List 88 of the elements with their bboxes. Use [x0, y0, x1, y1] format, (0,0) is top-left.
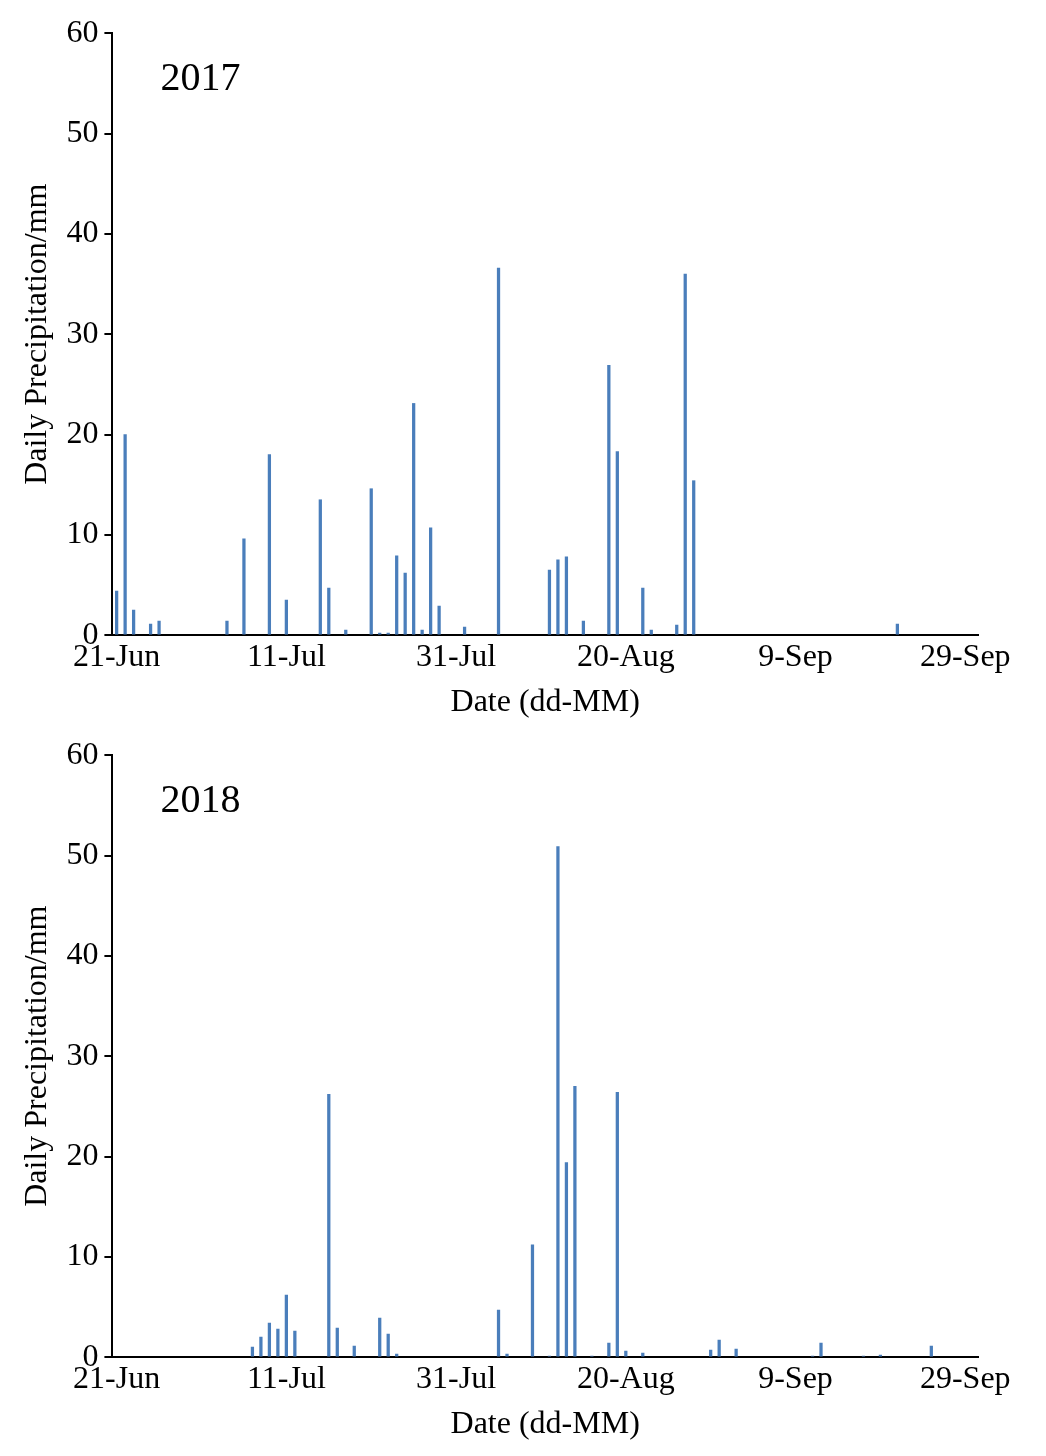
x-tick-label: 29-Sep [919, 1358, 1011, 1395]
bar [734, 1348, 738, 1357]
bar [131, 609, 136, 635]
bar [259, 1336, 263, 1357]
bar [148, 623, 153, 635]
x-tick-label: 20-Aug [576, 636, 675, 673]
y-tick-label: 60 [66, 12, 99, 49]
bar [395, 555, 399, 635]
y-tick-label: 50 [66, 112, 99, 149]
bar [581, 620, 586, 635]
bar [709, 1349, 713, 1357]
bar [895, 623, 900, 635]
bar [607, 1342, 611, 1357]
bar [564, 1162, 569, 1357]
y-axis-title: Daily Precipitation/mm [16, 905, 53, 1207]
bar [675, 624, 679, 635]
bar [929, 1345, 933, 1357]
x-tick-label: 9-Sep [758, 636, 833, 673]
bar [496, 1309, 501, 1357]
bar [641, 1352, 645, 1357]
bar [649, 629, 653, 635]
bar [327, 1094, 331, 1357]
bar [505, 1353, 509, 1357]
x-tick-label: 31-Jul [416, 636, 497, 673]
bar [607, 364, 611, 635]
y-tick-label: 20 [66, 413, 99, 450]
bar [267, 1322, 272, 1357]
bar [352, 1345, 356, 1357]
bar [115, 590, 119, 635]
bar [615, 451, 619, 635]
text: 2018 [160, 775, 241, 821]
y-tick-label: 30 [66, 1035, 99, 1072]
bar [717, 1339, 721, 1357]
y-tick-label: 50 [66, 834, 99, 871]
bar [395, 1353, 399, 1357]
bar [556, 846, 560, 1357]
x-tick-label: 11-Jul [246, 1358, 326, 1395]
bar [692, 480, 696, 635]
y-tick-label: 10 [66, 1236, 99, 1273]
x-tick-label: 11-Jul [246, 636, 326, 673]
bar [624, 1350, 628, 1357]
bar [573, 1085, 577, 1357]
bar [615, 1091, 619, 1357]
x-axis-title: Date (dd-MM) [450, 1404, 640, 1441]
bar [564, 556, 569, 635]
bar [267, 454, 272, 635]
x-tick-label: 31-Jul [416, 1358, 497, 1395]
x-tick-label: 29-Sep [919, 636, 1011, 673]
bar [683, 273, 687, 635]
bar [496, 267, 501, 635]
text: 2017 [160, 53, 241, 99]
x-tick-label: 20-Aug [576, 1358, 675, 1395]
bar [641, 587, 645, 635]
bar [335, 1327, 339, 1357]
bar [284, 1294, 288, 1357]
bar [123, 434, 127, 635]
bar [242, 538, 246, 635]
y-tick-label: 20 [66, 1135, 99, 1172]
bar [420, 629, 424, 635]
y-tick-label: 40 [66, 213, 99, 250]
bar [327, 587, 331, 635]
y-tick-label: 10 [66, 514, 99, 551]
bar [403, 572, 407, 635]
bar [293, 1330, 297, 1357]
bar [157, 620, 161, 635]
bar [819, 1342, 823, 1357]
bar [225, 620, 229, 635]
bar [462, 626, 467, 635]
bar [284, 599, 288, 635]
y-axis-title: Daily Precipitation/mm [16, 183, 53, 485]
bar [547, 569, 552, 635]
bar [530, 1244, 535, 1357]
bar [437, 605, 441, 635]
x-tick-label: 9-Sep [758, 1358, 833, 1395]
bar [386, 1333, 390, 1357]
y-tick-label: 30 [66, 313, 99, 350]
bar [412, 403, 416, 635]
bar [276, 1328, 280, 1357]
bar [369, 488, 373, 635]
bar [250, 1346, 255, 1357]
bar [318, 499, 322, 635]
bar [429, 527, 433, 635]
y-tick-label: 60 [66, 734, 99, 771]
bar [378, 1317, 382, 1357]
y-tick-label: 40 [66, 935, 99, 972]
x-axis-title: Date (dd-MM) [450, 682, 640, 719]
bar [344, 629, 348, 635]
bar [556, 559, 560, 635]
